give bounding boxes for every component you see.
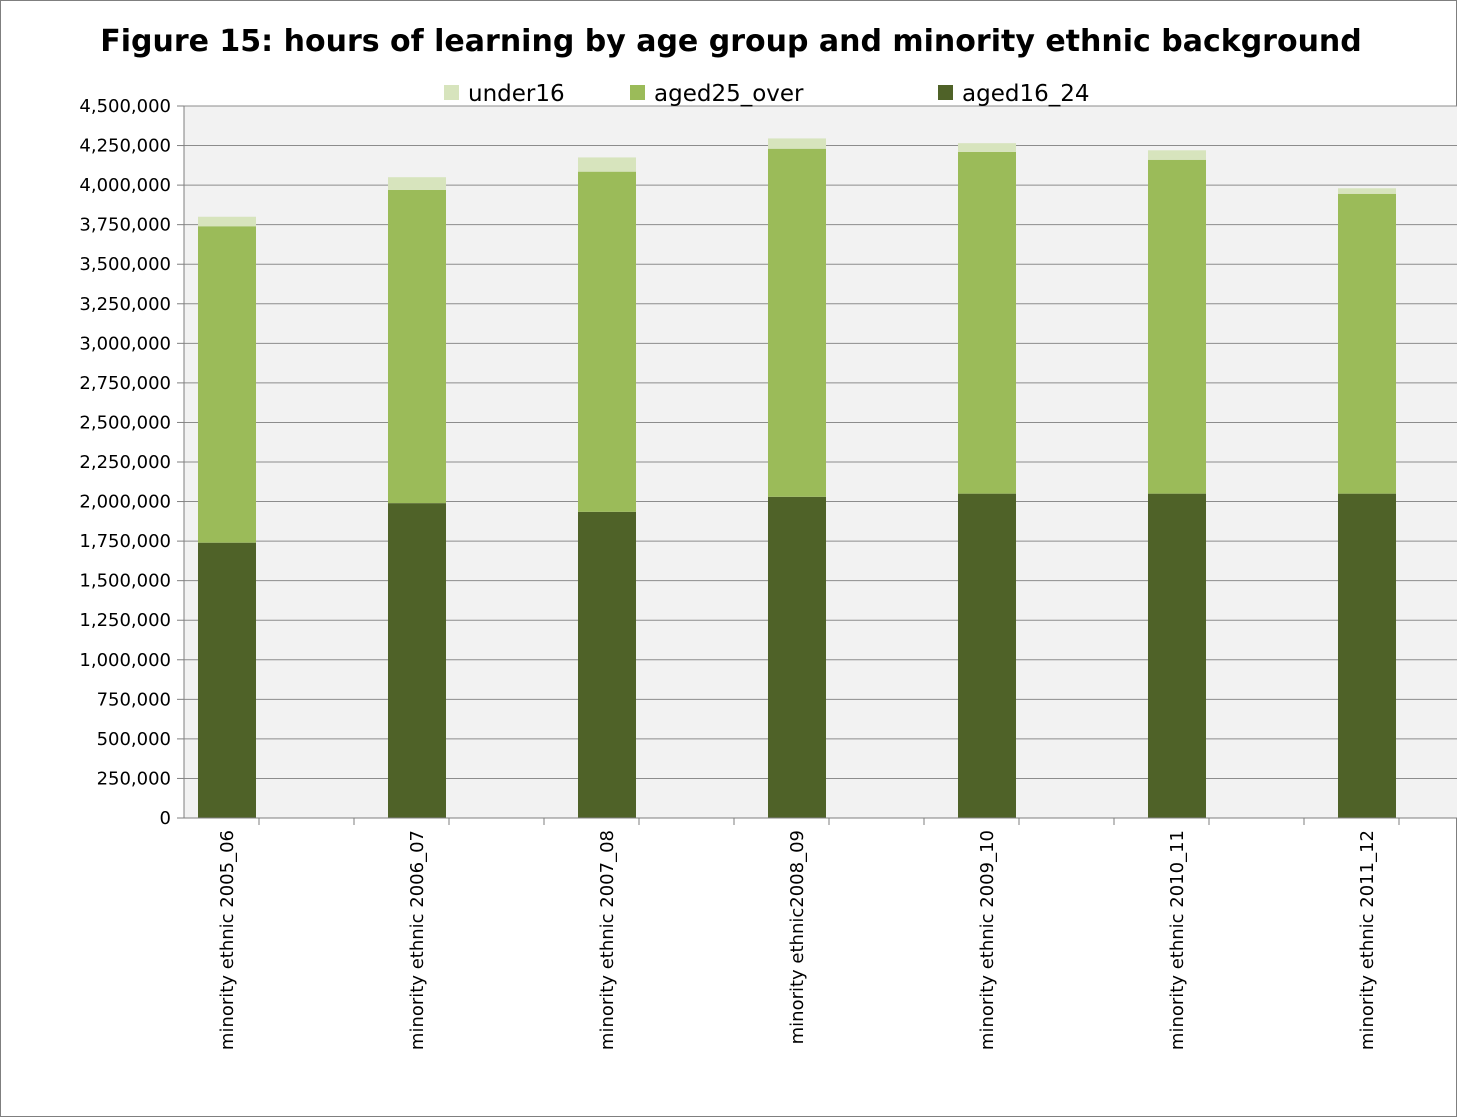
bar-under16 — [768, 138, 826, 149]
y-tick-label: 4,000,000 — [79, 175, 171, 196]
x-tick-label: minority ethnic 2007_08 — [597, 830, 618, 1050]
y-tick-label: 1,250,000 — [79, 610, 171, 631]
y-tick-label: 3,000,000 — [79, 333, 171, 354]
y-axis-ticks: 0 250,000 500,000 750,000 1,000,000 1,250,000… — [79, 96, 184, 829]
bar-aged25_over — [1148, 159, 1206, 494]
bar-aged25_over — [198, 226, 256, 543]
y-tick-label: 4,250,000 — [79, 136, 171, 157]
x-tick-label: minority ethnic 2011_12 — [1357, 830, 1378, 1050]
y-tick-label: 2,500,000 — [79, 412, 171, 433]
y-tick-label: 2,250,000 — [79, 452, 171, 473]
x-tick-label: minority ethnic 2005_06 — [217, 830, 238, 1050]
legend-swatch — [444, 85, 459, 100]
bar-under16 — [388, 177, 446, 190]
y-tick-label: 1,500,000 — [79, 571, 171, 592]
y-tick-label: 3,750,000 — [79, 215, 171, 236]
bar-aged25_over — [1338, 193, 1396, 494]
bar-aged16_24 — [958, 493, 1016, 818]
y-tick-label: 4,500,000 — [79, 96, 171, 117]
legend-label: aged25_over — [654, 81, 804, 107]
bar-aged16_24 — [578, 511, 636, 818]
bar-aged16_24 — [1148, 493, 1206, 818]
bar-aged16_24 — [198, 542, 256, 818]
legend-swatch — [630, 85, 645, 100]
y-tick-label: 500,000 — [97, 729, 171, 750]
legend: under16 aged25_over aged16_24 — [444, 81, 1089, 107]
y-tick-label: 250,000 — [97, 768, 171, 789]
bar-aged25_over — [388, 189, 446, 504]
y-tick-label: 2,000,000 — [79, 492, 171, 513]
x-tick-label: minority ethnic2008_09 — [787, 830, 808, 1044]
y-tick-label: 1,000,000 — [79, 650, 171, 671]
y-tick-label: 3,500,000 — [79, 254, 171, 275]
bar-under16 — [1338, 188, 1396, 194]
y-tick-label: 750,000 — [97, 689, 171, 710]
bar-aged16_24 — [388, 503, 446, 818]
y-tick-label: 1,750,000 — [79, 531, 171, 552]
bar-under16 — [578, 157, 636, 172]
chart-title: Figure 15: hours of learning by age grou… — [100, 24, 1362, 59]
legend-label: aged16_24 — [962, 81, 1089, 107]
legend-label: under16 — [468, 81, 565, 107]
bar-aged25_over — [578, 171, 636, 512]
bar-aged25_over — [958, 151, 1016, 494]
y-tick-label: 3,250,000 — [79, 294, 171, 315]
x-tick-label: minority ethnic 2010_11 — [1167, 830, 1188, 1050]
y-tick-label: 2,750,000 — [79, 373, 171, 394]
bars — [198, 138, 1396, 818]
bar-aged25_over — [768, 148, 826, 497]
x-tick-label: minority ethnic 2006_07 — [407, 830, 428, 1050]
legend-swatch — [938, 85, 953, 100]
bar-under16 — [1148, 150, 1206, 160]
bar-under16 — [198, 216, 256, 227]
bar-aged16_24 — [1338, 493, 1396, 818]
y-tick-label: 0 — [160, 808, 171, 829]
x-axis-ticks: minority ethnic 2005_06 minority ethnic 2… — [217, 818, 1400, 1050]
bar-aged16_24 — [768, 496, 826, 818]
x-tick-label: minority ethnic 2009_10 — [977, 830, 998, 1050]
bar-under16 — [958, 143, 1016, 152]
